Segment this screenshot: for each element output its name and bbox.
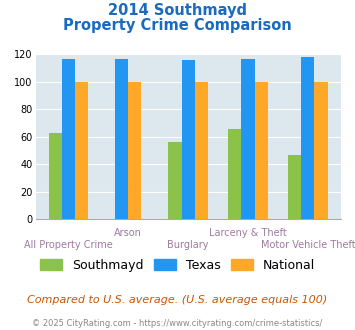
- Text: All Property Crime: All Property Crime: [24, 240, 113, 250]
- Bar: [195, 82, 208, 219]
- Bar: [288, 155, 301, 219]
- Text: Burglary: Burglary: [168, 240, 209, 250]
- Text: Property Crime Comparison: Property Crime Comparison: [63, 18, 292, 33]
- Text: Compared to U.S. average. (U.S. average equals 100): Compared to U.S. average. (U.S. average …: [27, 295, 328, 305]
- Bar: [241, 59, 255, 219]
- Bar: [301, 57, 315, 219]
- Text: 2014 Southmayd: 2014 Southmayd: [108, 3, 247, 18]
- Bar: [128, 82, 141, 219]
- Bar: [75, 82, 88, 219]
- Bar: [168, 143, 181, 219]
- Bar: [315, 82, 328, 219]
- Text: Arson: Arson: [114, 228, 142, 238]
- Bar: [115, 59, 128, 219]
- Bar: [181, 60, 195, 219]
- Text: © 2025 CityRating.com - https://www.cityrating.com/crime-statistics/: © 2025 CityRating.com - https://www.city…: [32, 319, 323, 328]
- Bar: [49, 133, 62, 219]
- Text: Larceny & Theft: Larceny & Theft: [209, 228, 287, 238]
- Bar: [255, 82, 268, 219]
- Bar: [228, 129, 241, 219]
- Text: Motor Vehicle Theft: Motor Vehicle Theft: [261, 240, 355, 250]
- Legend: Southmayd, Texas, National: Southmayd, Texas, National: [34, 254, 321, 277]
- Bar: [62, 59, 75, 219]
